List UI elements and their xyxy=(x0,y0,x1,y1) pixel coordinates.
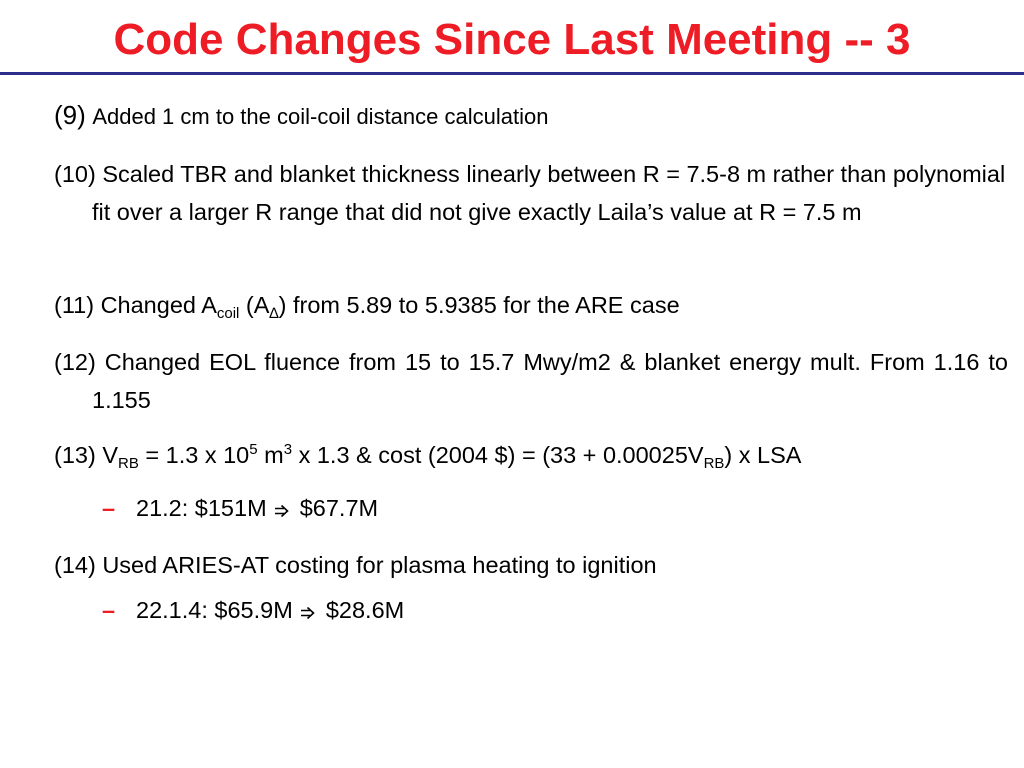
slide-title: Code Changes Since Last Meeting -- 3 xyxy=(113,15,911,64)
item-9-number: (9) xyxy=(54,100,86,130)
subitem-14-before: 22.1.4: $65.9M xyxy=(136,597,300,623)
double-right-arrow-icon xyxy=(275,490,289,528)
subitem-13-after: $67.7M xyxy=(293,495,379,521)
item-13-subscript-rb: RB xyxy=(118,455,139,472)
dash-bullet: – xyxy=(102,495,116,521)
item-11-subscript-coil: coil xyxy=(216,305,240,322)
item-9-text: Added 1 cm to the coil-coil distance cal… xyxy=(92,104,549,129)
item-11-text-a: (11) Changed A xyxy=(54,292,217,318)
list-item-11: (11) Changed Acoil (A∆) from 5.89 to 5.9… xyxy=(54,286,970,324)
item-11-text-b: (A xyxy=(239,292,270,318)
item-13-superscript-5: 5 xyxy=(249,441,258,458)
item-13-subscript-rb-2: RB xyxy=(703,455,725,472)
list-item-9: (9) Added 1 cm to the coil-coil distance… xyxy=(54,96,970,136)
item-13-text-d: x 1.3 & cost (2004 $) = (33 + 0.00025V xyxy=(292,442,704,468)
subitem-14: –22.1.4: $65.9M $28.6M xyxy=(102,591,404,630)
list-item-12: (12) Changed EOL fluence from 15 to 15.7… xyxy=(54,349,1008,413)
item-11-subscript-delta: ∆ xyxy=(269,305,279,322)
subitem-14-after: $28.6M xyxy=(319,597,405,623)
list-item-10: (10) Scaled TBR and blanket thickness li… xyxy=(54,161,1006,225)
item-13-superscript-3: 3 xyxy=(283,441,293,458)
item-13-text-a: (13) V xyxy=(54,442,118,468)
list-item-14: (14) Used ARIES-AT costing for plasma he… xyxy=(54,552,657,578)
subitem-13: –21.2: $151M $67.7M xyxy=(102,489,378,528)
item-13-text-c: m xyxy=(257,442,284,468)
item-13-text-b: = 1.3 x 10 xyxy=(138,442,250,468)
list-item-13: (13) VRB = 1.3 x 105 m3 x 1.3 & cost (20… xyxy=(54,436,970,474)
double-right-arrow-icon xyxy=(301,592,315,630)
item-13-text-e: ) x LSA xyxy=(724,442,802,468)
dash-bullet: – xyxy=(102,597,116,623)
title-underline-rule xyxy=(0,72,1024,75)
subitem-13-before: 21.2: $151M xyxy=(136,495,274,521)
item-11-text-c: ) from 5.89 to 5.9385 for the ARE case xyxy=(278,292,680,318)
